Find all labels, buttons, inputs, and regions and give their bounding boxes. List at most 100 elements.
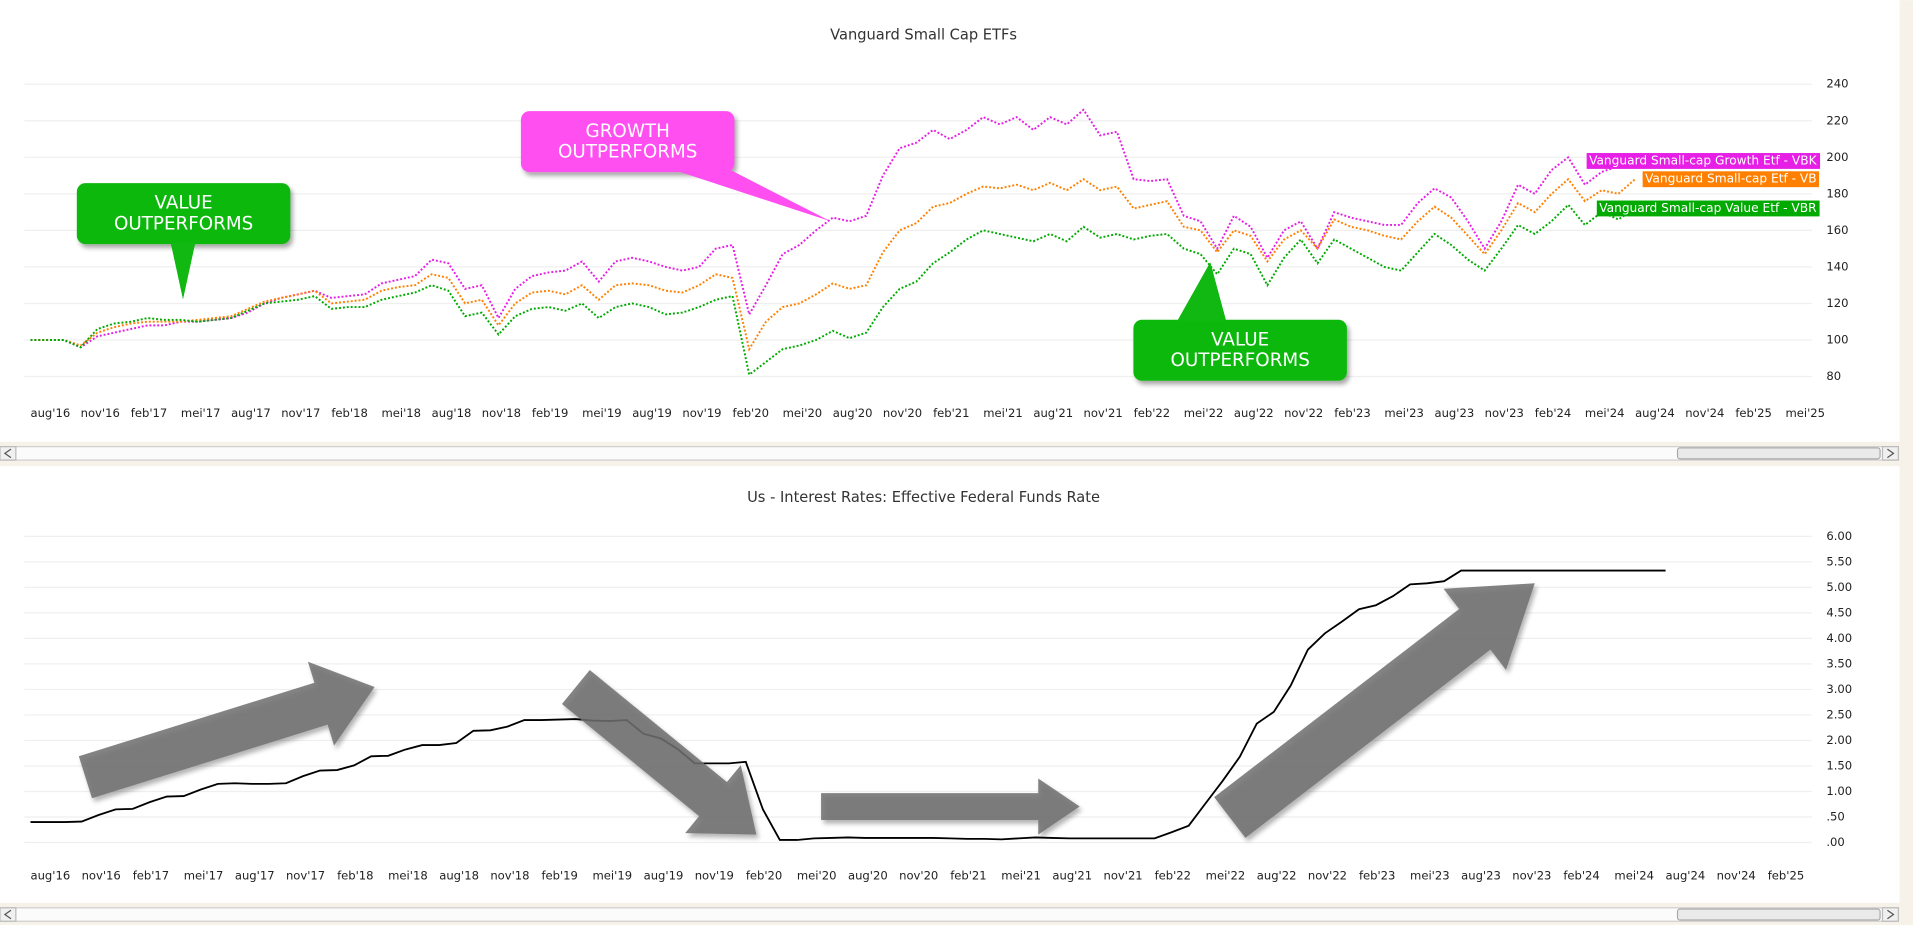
x-tick-label: feb'17: [131, 406, 167, 420]
series-end-label-bg: [1596, 200, 1820, 217]
scroll-track: [0, 446, 1899, 461]
arrow-icon: [1887, 448, 1895, 459]
x-tick-label: nov'23: [1485, 406, 1524, 420]
x-tick-label: mei'21: [1001, 869, 1041, 883]
scroll-track: [0, 907, 1899, 922]
x-tick-label: nov'18: [482, 406, 521, 420]
callout-pointer: [170, 242, 196, 300]
y-tick-label: 5.50: [1826, 554, 1852, 568]
y-tick-label: 3.00: [1826, 682, 1852, 696]
x-tick-label: mei'20: [797, 869, 837, 883]
x-tick-label: mei'23: [1410, 869, 1450, 883]
scrollbar-bottom[interactable]: [0, 907, 1899, 922]
series-end-label-bg: [1642, 171, 1820, 188]
x-tick-label: aug'16: [31, 406, 71, 420]
series-line: [30, 203, 1636, 377]
x-tick-label: nov'17: [286, 869, 325, 883]
y-tick-label: 1.00: [1826, 784, 1852, 798]
scroll-left[interactable]: [0, 907, 17, 922]
series-end-label: Vanguard Small-cap Etf - VB: [1645, 172, 1817, 186]
arrow-shape: [561, 670, 757, 835]
y-tick-label: 6.00: [1826, 529, 1852, 543]
x-tick-label: aug'22: [1234, 406, 1274, 420]
y-tick-label: 140: [1826, 259, 1848, 273]
x-tick-label: nov'23: [1512, 869, 1551, 883]
x-tick-label: nov'21: [1103, 869, 1142, 883]
series-line: [30, 569, 1666, 841]
x-tick-label: mei'19: [593, 869, 633, 883]
y-tick-label: 3.50: [1826, 656, 1852, 670]
y-tick-label: 160: [1826, 223, 1848, 237]
arrow-shape: [821, 778, 1080, 835]
series-end-label: Vanguard Small-cap Growth Etf - VBK: [1589, 153, 1818, 167]
x-tick-label: aug'23: [1461, 869, 1501, 883]
x-tick-label: mei'24: [1585, 406, 1625, 420]
scroll-right[interactable]: [1881, 907, 1899, 922]
y-tick-label: 220: [1826, 113, 1848, 127]
x-tick-label: mei'22: [1184, 406, 1224, 420]
x-tick-label: nov'16: [82, 869, 121, 883]
x-tick-label: feb'22: [1134, 406, 1170, 420]
y-tick-label: 4.50: [1826, 605, 1852, 619]
x-tick-label: feb'24: [1563, 869, 1599, 883]
callout-text: GROWTH OUTPERFORMS: [558, 119, 698, 163]
y-tick-label: .00: [1826, 835, 1844, 849]
x-tick-label: nov'22: [1308, 869, 1347, 883]
callout-text: VALUE OUTPERFORMS: [113, 191, 254, 235]
scroll-right[interactable]: [1881, 446, 1899, 461]
scroll-left[interactable]: [0, 446, 17, 461]
scroll-thumb[interactable]: [1676, 908, 1881, 921]
y-tick-label: 100: [1826, 332, 1848, 346]
series-end-label-bg: [1586, 153, 1821, 169]
y-tick-label: 180: [1826, 186, 1848, 200]
x-tick-label: mei'21: [983, 406, 1023, 420]
series-end-label: Vanguard Small-cap Value Etf - VBR: [1599, 201, 1817, 215]
arrow-shape: [1214, 583, 1535, 838]
x-tick-label: aug'19: [632, 406, 672, 420]
scrollbar-top[interactable]: [0, 446, 1899, 461]
callout-text: VALUE OUTPERFORMS: [1170, 328, 1310, 371]
x-tick-label: aug'20: [848, 869, 888, 883]
y-tick-label: 80: [1826, 369, 1841, 383]
x-tick-label: nov'20: [883, 406, 922, 420]
x-tick-label: nov'17: [281, 406, 320, 420]
y-tick-label: 2.50: [1826, 707, 1852, 721]
x-tick-label: nov'18: [490, 869, 529, 883]
x-tick-label: mei'25: [1786, 406, 1826, 420]
x-tick-label: aug'17: [235, 869, 275, 883]
x-tick-label: mei'19: [582, 406, 622, 420]
x-tick-label: aug'20: [833, 406, 873, 420]
x-tick-label: nov'19: [682, 406, 721, 420]
callout-text-box: VALUE OUTPERFORMS: [113, 191, 254, 235]
x-tick-label: nov'24: [1685, 406, 1724, 420]
x-tick-label: mei'18: [388, 869, 428, 883]
chart-title: Us - Interest Rates: Effective Federal F…: [747, 489, 1100, 506]
callout-box: [1133, 319, 1347, 381]
arrow-shape: [78, 661, 375, 799]
x-tick-label: aug'23: [1435, 406, 1475, 420]
x-tick-label: feb'19: [541, 869, 577, 883]
callout-pointer: [1177, 262, 1227, 321]
y-tick-label: 4.00: [1826, 631, 1852, 645]
y-tick-label: 200: [1826, 150, 1848, 164]
callout-text-box: VALUE OUTPERFORMS: [1170, 328, 1310, 371]
arrow-icon: [1887, 909, 1895, 920]
x-tick-label: nov'22: [1284, 406, 1323, 420]
callout-text-box: GROWTH OUTPERFORMS: [558, 119, 698, 163]
x-tick-label: feb'25: [1768, 869, 1804, 883]
x-tick-label: nov'21: [1084, 406, 1123, 420]
x-tick-label: mei'17: [184, 869, 224, 883]
x-tick-label: mei'24: [1614, 869, 1654, 883]
x-tick-label: aug'19: [644, 869, 684, 883]
x-tick-label: mei'18: [382, 406, 422, 420]
x-tick-label: feb'22: [1155, 869, 1191, 883]
x-tick-label: feb'24: [1535, 406, 1571, 420]
x-tick-label: mei'20: [783, 406, 823, 420]
y-tick-label: .50: [1826, 809, 1844, 823]
scroll-thumb[interactable]: [1676, 447, 1881, 460]
y-tick-label: 1.50: [1826, 758, 1852, 772]
x-tick-label: nov'16: [81, 406, 120, 420]
x-tick-label: feb'17: [133, 869, 169, 883]
